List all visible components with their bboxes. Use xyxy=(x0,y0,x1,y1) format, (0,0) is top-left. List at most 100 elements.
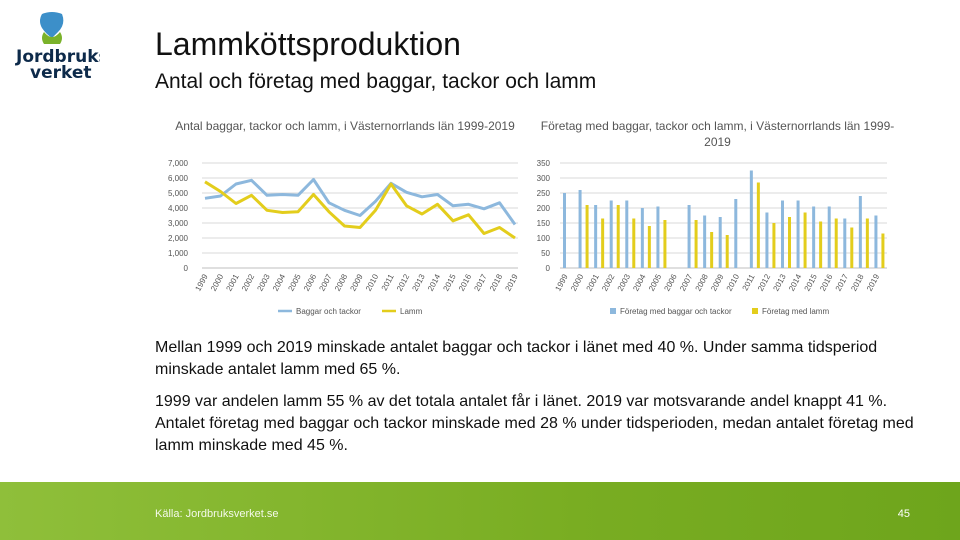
bar-lamm xyxy=(694,220,698,268)
line-chart-x-tick-label: 1999 xyxy=(193,272,210,292)
bar-chart-x-tick-label: 2009 xyxy=(709,272,726,292)
line-chart-x-tick-label: 2013 xyxy=(410,272,427,292)
bar-baggar-tackor xyxy=(609,200,613,268)
line-chart-y-tick-label: 4,000 xyxy=(168,204,189,213)
line-chart-x-tick-label: 2012 xyxy=(395,272,412,292)
bar-chart-x-tick-label: 2010 xyxy=(725,272,742,292)
line-chart-title: Antal baggar, tackor och lamm, i Västern… xyxy=(175,119,515,133)
bar-chart-legend-swatch xyxy=(752,308,758,314)
bar-chart: Företag med baggar, tackor och lamm, i V… xyxy=(537,110,895,325)
bar-lamm xyxy=(865,218,869,268)
bar-chart-x-tick-label: 2007 xyxy=(678,272,695,292)
bar-chart-y-tick-label: 50 xyxy=(541,249,550,258)
line-chart-y-tick-label: 6,000 xyxy=(168,174,189,183)
bar-baggar-tackor xyxy=(812,206,816,268)
line-chart-x-tick-label: 2011 xyxy=(380,272,396,292)
line-chart-x-tick-label: 2006 xyxy=(302,272,319,292)
bar-chart-x-tick-label: 2018 xyxy=(849,272,866,292)
bar-chart-x-tick-label: 2001 xyxy=(585,272,602,292)
line-chart-y-tick-label: 1,000 xyxy=(168,249,189,258)
bar-baggar-tackor xyxy=(874,215,878,268)
bar-lamm xyxy=(756,182,760,268)
bar-chart-x-tick-label: 2008 xyxy=(694,272,711,292)
bar-chart-y-tick-label: 350 xyxy=(537,159,551,168)
bar-baggar-tackor xyxy=(687,205,691,268)
bar-baggar-tackor xyxy=(749,170,753,268)
page-subtitle: Antal och företag med baggar, tackor och… xyxy=(155,70,597,93)
bar-lamm xyxy=(663,220,667,268)
bar-chart-legend-swatch xyxy=(610,308,616,314)
series-line-1 xyxy=(204,178,517,226)
bar-baggar-tackor xyxy=(796,200,800,268)
bar-lamm xyxy=(788,217,791,268)
bar-lamm xyxy=(834,218,838,268)
bar-lamm xyxy=(632,218,636,268)
line-chart-x-tick-label: 2007 xyxy=(317,272,334,292)
line-chart-x-tick-label: 2019 xyxy=(503,272,520,292)
bar-chart-x-tick-label: 2014 xyxy=(787,272,804,292)
line-chart-y-tick-label: 0 xyxy=(184,264,189,273)
series-line-2 xyxy=(204,180,516,240)
bar-chart-x-tick-label: 2004 xyxy=(631,272,648,292)
source-link[interactable]: Källa: Jordbruksverket.se xyxy=(155,508,279,520)
line-chart: Antal baggar, tackor och lamm, i Västern… xyxy=(160,110,530,325)
line-chart-x-tick-label: 2010 xyxy=(364,272,381,292)
line-chart-x-tick-label: 2001 xyxy=(224,272,241,292)
bar-chart-y-tick-label: 0 xyxy=(546,264,551,273)
bar-baggar-tackor xyxy=(858,196,862,268)
bar-lamm xyxy=(803,212,807,268)
bar-lamm xyxy=(601,218,605,268)
bar-chart-x-tick-label: 1999 xyxy=(553,272,570,292)
bar-lamm xyxy=(647,226,651,268)
bar-chart-y-tick-label: 200 xyxy=(537,204,551,213)
bar-chart-x-tick-label: 2006 xyxy=(662,272,679,292)
bar-chart-y-tick-label: 100 xyxy=(537,234,551,243)
logo-text-line1: Jordbruks xyxy=(15,47,100,67)
bar-baggar-tackor xyxy=(781,200,784,268)
bar-lamm xyxy=(616,205,620,268)
bar-chart-y-tick-label: 300 xyxy=(537,174,551,183)
line-chart-x-tick-label: 2018 xyxy=(488,272,505,292)
paragraph-2: 1999 var andelen lamm 55 % av det totala… xyxy=(155,393,914,454)
bar-lamm xyxy=(585,205,589,268)
bar-chart-x-tick-label: 2017 xyxy=(834,272,851,292)
bar-chart-x-tick-label: 2011 xyxy=(741,272,757,292)
line-chart-legend-label: Baggar och tackor xyxy=(296,307,361,316)
bar-chart-legend-label: Företag med baggar och tackor xyxy=(620,307,732,316)
line-chart-svg: 0 1,000 2,000 3,000 4,000 5,000 6,000 7,000 1999… xyxy=(168,159,520,316)
bar-chart-x-tick-label: 2016 xyxy=(818,272,835,292)
line-chart-x-tick-label: 2008 xyxy=(333,272,350,292)
logo-mark-icon: Jordbruks verket xyxy=(15,12,109,83)
page-number: 45 xyxy=(897,508,910,520)
bar-chart-x-tick-label: 2000 xyxy=(569,272,586,292)
bar-baggar-tackor xyxy=(563,193,566,268)
bar-baggar-tackor xyxy=(827,206,831,268)
paragraph-1: Mellan 1999 och 2019 minskade antalet ba… xyxy=(155,339,878,378)
bar-chart-x-tick-label: 2003 xyxy=(616,272,633,292)
bar-baggar-tackor xyxy=(578,190,582,268)
bar-chart-y-tick-label: 250 xyxy=(537,189,551,198)
bar-lamm xyxy=(772,223,776,268)
line-chart-y-tick-label: 5,000 xyxy=(168,189,189,198)
bar-baggar-tackor xyxy=(765,212,769,268)
bar-lamm xyxy=(881,233,885,268)
bar-chart-x-tick-label: 2019 xyxy=(865,272,882,292)
bar-chart-legend-label: Företag med lamm xyxy=(762,307,829,316)
bar-chart-title: Företag med baggar, tackor och lamm, i V… xyxy=(540,119,895,149)
bar-baggar-tackor xyxy=(703,215,707,268)
line-chart-x-tick-label: 2003 xyxy=(255,272,272,292)
line-chart-y-tick-label: 2,000 xyxy=(168,234,189,243)
line-chart-y-tick-label: 3,000 xyxy=(168,219,189,228)
bar-chart-x-tick-label: 2013 xyxy=(771,272,788,292)
bar-baggar-tackor xyxy=(718,217,722,268)
bar-baggar-tackor xyxy=(625,200,629,268)
bar-chart-y-tick-label: 150 xyxy=(537,219,551,228)
bar-baggar-tackor xyxy=(734,199,738,268)
bar-baggar-tackor xyxy=(594,205,598,268)
page-title: Lammköttsproduktion xyxy=(155,26,461,62)
line-chart-x-tick-label: 2017 xyxy=(472,272,489,292)
line-chart-x-tick-label: 2000 xyxy=(209,272,226,292)
line-chart-x-tick-label: 2002 xyxy=(240,272,257,292)
line-chart-y-tick-label: 7,000 xyxy=(168,159,189,168)
line-chart-x-tick-label: 2016 xyxy=(457,272,474,292)
